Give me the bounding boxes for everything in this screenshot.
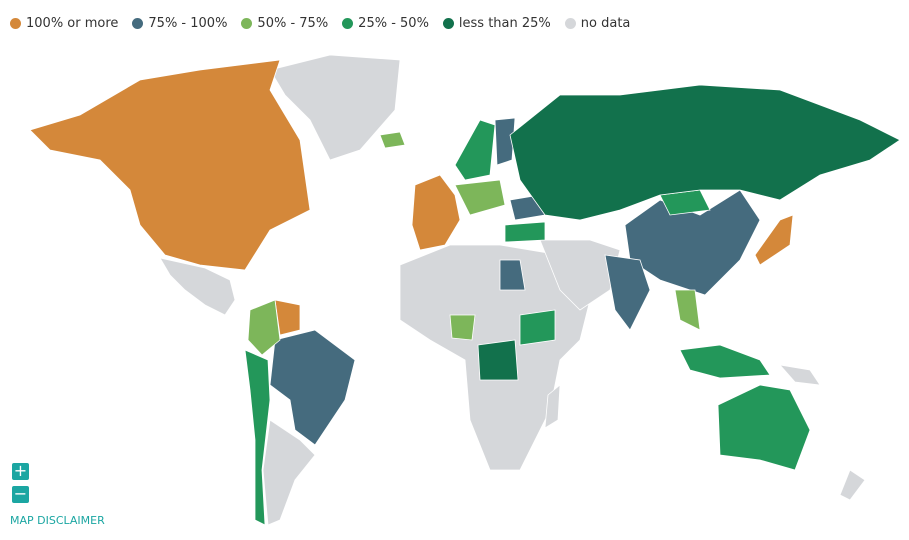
legend-swatch — [10, 18, 21, 29]
finland — [494, 117, 516, 166]
chile-peru — [244, 349, 271, 526]
legend-item: no data — [564, 16, 631, 31]
egypt — [499, 259, 526, 291]
legend-item: 100% or more — [10, 16, 118, 31]
nigeria — [449, 314, 476, 341]
scandinavia — [454, 119, 496, 181]
zoom-out-button[interactable]: − — [12, 484, 29, 503]
southeast-asia — [674, 289, 701, 331]
indonesia — [679, 344, 771, 379]
legend-item: 75% - 100% — [132, 16, 227, 31]
middle-east — [539, 239, 621, 311]
map-disclaimer-link[interactable]: MAP DISCLAIMER — [10, 514, 105, 527]
new-zealand — [839, 469, 866, 501]
legend-item: 50% - 75% — [241, 16, 328, 31]
venezuela — [274, 299, 301, 336]
russia — [509, 84, 901, 221]
legend-label: 75% - 100% — [148, 16, 228, 31]
legend-swatch — [132, 18, 144, 29]
congo — [477, 339, 519, 381]
east-africa — [519, 309, 556, 346]
colombia — [247, 299, 281, 356]
legend-label: no data — [580, 16, 631, 31]
japan — [754, 214, 794, 266]
turkey — [504, 221, 546, 243]
australia — [717, 384, 811, 471]
legend-label: 100% or more — [26, 16, 119, 31]
zoom-in-button[interactable]: + — [12, 461, 29, 480]
papua — [778, 364, 821, 386]
iceland — [379, 131, 406, 149]
legend-swatch — [342, 18, 354, 29]
argentina — [262, 419, 316, 526]
mexico — [159, 257, 236, 316]
brazil — [269, 329, 356, 446]
india — [604, 254, 651, 331]
central-europe — [454, 179, 506, 216]
north-america — [29, 59, 311, 271]
legend-swatch — [564, 18, 576, 29]
legend-label: less than 25% — [458, 16, 551, 31]
legend-item: 25% - 50% — [342, 16, 429, 31]
legend-swatch — [241, 18, 253, 29]
western-europe — [411, 174, 461, 251]
madagascar — [544, 384, 561, 429]
legend: 100% or more 75% - 100% 50% - 75% 25% - 50%… — [10, 16, 630, 31]
legend-swatch — [442, 18, 454, 29]
legend-label: 50% - 75% — [257, 16, 329, 31]
legend-item: less than 25% — [442, 16, 551, 31]
legend-label: 25% - 50% — [358, 16, 429, 31]
greenland — [269, 54, 401, 161]
